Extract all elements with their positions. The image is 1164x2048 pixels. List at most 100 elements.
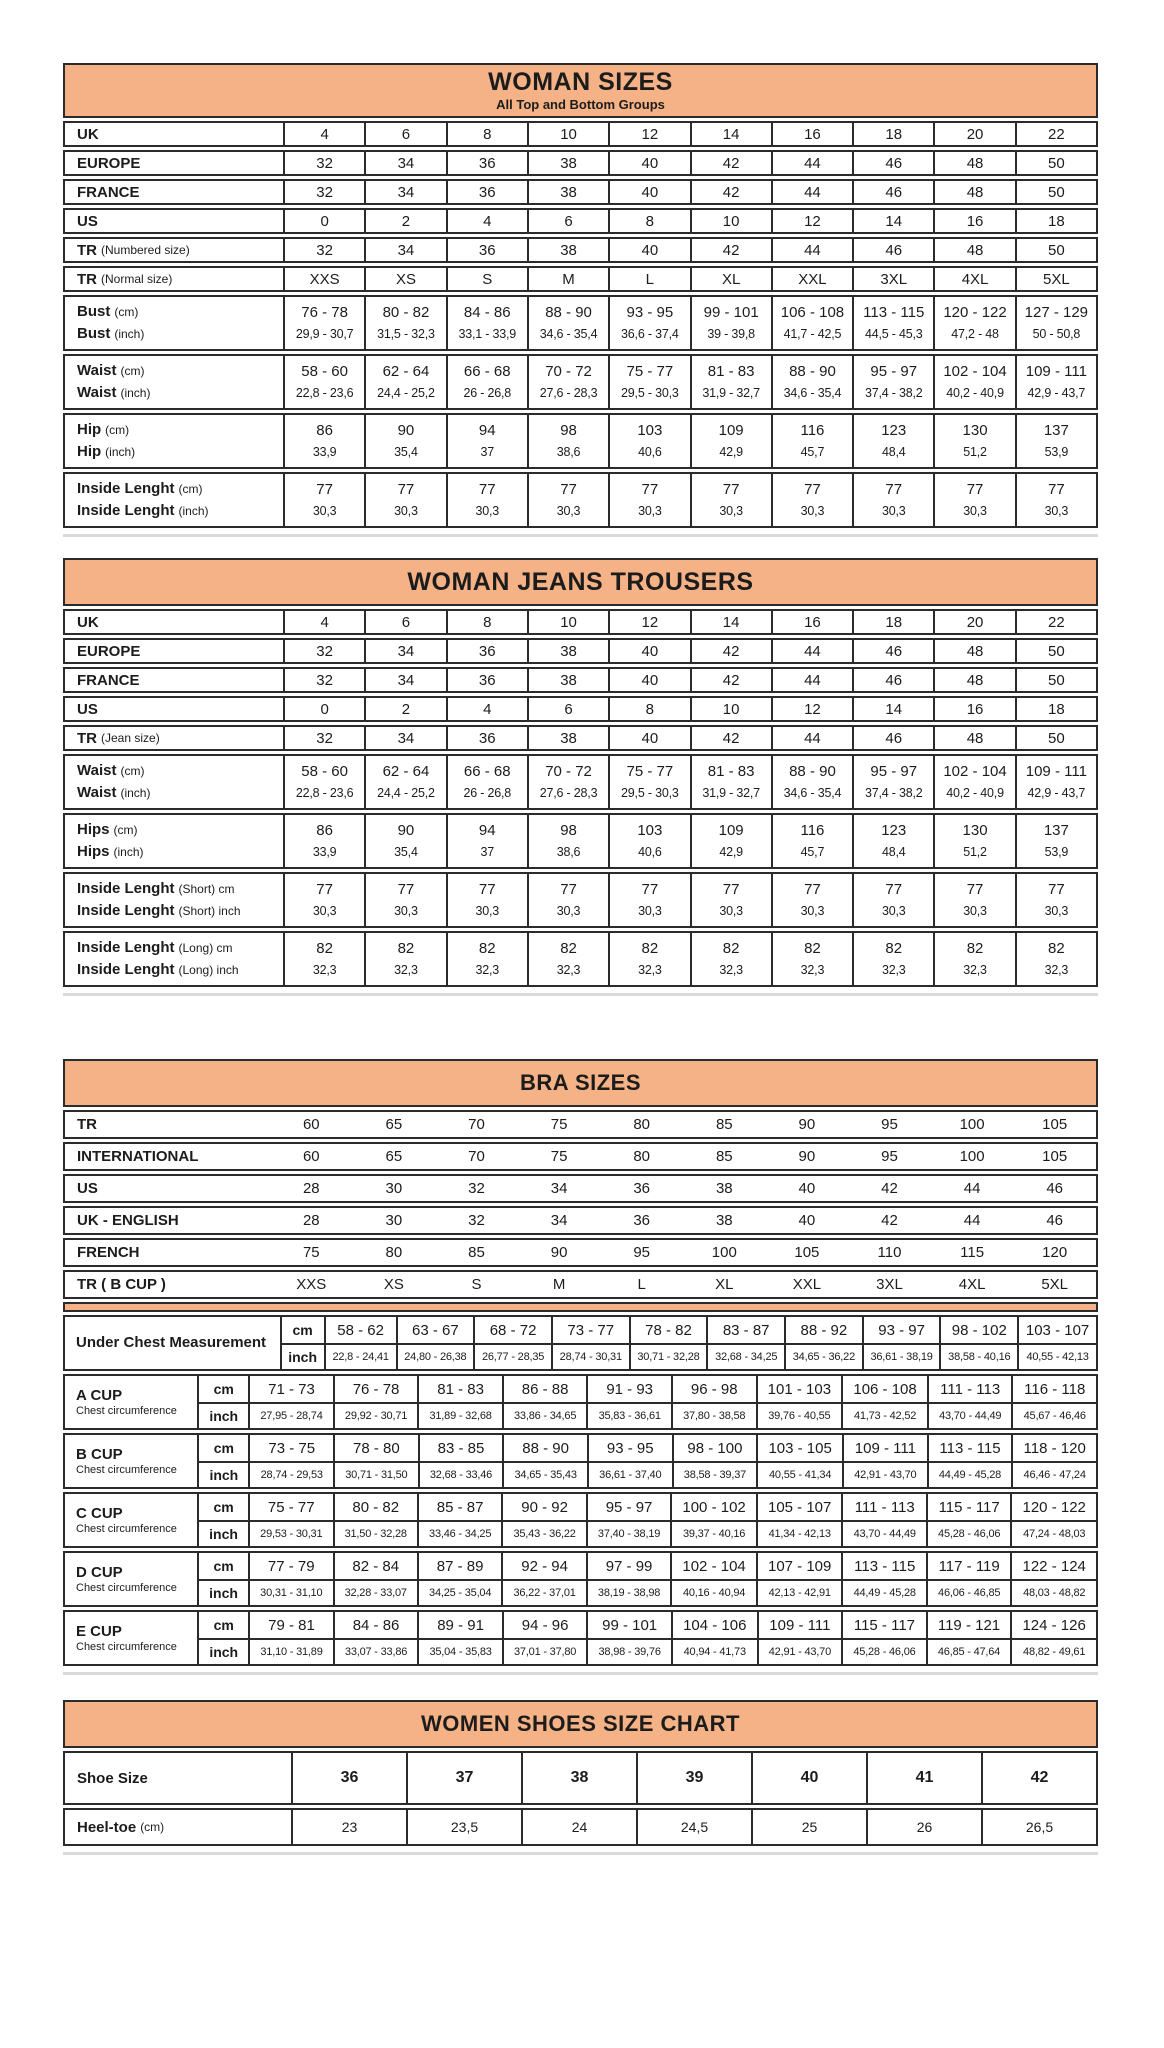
size-value: 10: [560, 125, 577, 143]
size-value: 34: [397, 241, 415, 259]
size-value-cm: 82: [641, 939, 659, 957]
unit-label: cm: [213, 1440, 234, 1456]
row-label-suffix: (Numbered size): [101, 243, 190, 257]
size-cell-pair: 82 32,3: [689, 933, 771, 985]
size-cell: 90: [518, 1240, 601, 1265]
cup-value-inch: 43,70 - 44,49: [853, 1528, 916, 1540]
size-value: 36: [340, 1769, 359, 1786]
cup-value-cm: 93 - 95: [606, 1439, 654, 1457]
cup-value-inch: 32,68 - 34,25: [715, 1351, 778, 1363]
size-cell: 42: [689, 152, 771, 174]
row-label: FRENCH: [65, 1240, 270, 1265]
size-value: 42: [722, 183, 740, 201]
size-value: 10: [722, 212, 740, 230]
cup-cell-inch: 36,61 - 37,40: [586, 1461, 672, 1487]
cup-label-text: C CUP: [76, 1504, 123, 1522]
size-cell: 2: [364, 698, 445, 720]
size-value-inch: 48,4: [881, 445, 906, 460]
size-value-cm: 70 - 72: [545, 362, 592, 380]
cup-cell-cm: 88 - 90: [502, 1435, 587, 1461]
size-value-inch: 34,6 - 35,4: [783, 786, 842, 801]
size-cell-pair: 66 - 68 26 - 26,8: [445, 756, 527, 808]
size-cell: 38: [526, 239, 608, 261]
cup-cell-cm: 73 - 77: [550, 1317, 629, 1343]
size-cell: 50: [1014, 640, 1096, 662]
size-value: 32: [316, 241, 333, 259]
size-value: 44: [804, 183, 821, 201]
size-cell-pair: 75 - 77 29,5 - 30,3: [608, 356, 689, 408]
row-label-suffix: (inch): [113, 845, 144, 859]
size-value-inch: 37: [480, 445, 494, 460]
size-value-cm: 77: [885, 880, 903, 898]
size-value-inch: 30,3: [963, 904, 987, 919]
size-cell-pair: 106 - 108 41,7 - 42,5: [770, 297, 852, 349]
size-value-cm: 75 - 77: [626, 762, 674, 780]
row-label-text: UK - ENGLISH: [77, 1212, 179, 1229]
size-value-inch: 37,4 - 38,2: [864, 786, 923, 801]
size-cell: 32: [283, 727, 364, 749]
cup-value-cm: 93 - 97: [878, 1321, 925, 1339]
cup-value-inch: 28,74 - 29,53: [260, 1469, 323, 1481]
size-cell: 32: [283, 640, 364, 662]
cup-cell-inch: 35,04 - 35,83: [417, 1638, 502, 1664]
size-cell-pair: 103 40,6: [608, 815, 689, 867]
size-value-cm: 130: [962, 421, 988, 439]
cup-label-text: B CUP: [76, 1445, 123, 1463]
size-cell: 100: [931, 1112, 1014, 1137]
size-cell-pair: 123 48,4: [852, 415, 933, 467]
size-cell: 32: [435, 1176, 518, 1201]
row-label: EUROPE: [65, 152, 283, 174]
size-value: 38: [715, 1180, 733, 1197]
size-value-cm: 88 - 90: [545, 303, 592, 321]
size-value: 50: [1048, 671, 1065, 689]
row-label-text: UK: [77, 125, 99, 143]
size-value-inch: 32,3: [394, 963, 418, 978]
row-label-suffix: (inch): [114, 327, 145, 341]
size-value: 46: [885, 642, 903, 660]
cup-value-cm: 113 - 115: [854, 1557, 916, 1575]
table-row-pair: Hips (cm) Hips (inch) 86 33,9 90 35,4 94 37 98 38,6…: [63, 813, 1098, 869]
size-value-cm: 77: [804, 880, 821, 898]
size-value-inch: 32,3: [719, 963, 743, 978]
size-value: 3XL: [876, 1276, 903, 1293]
cup-cell-cm: 96 - 98: [670, 1376, 756, 1402]
size-cell: L: [600, 1272, 683, 1297]
table-row-pair: Waist (cm) Waist (inch) 58 - 60 22,8 - 23,6 62…: [63, 754, 1098, 810]
size-cell: M: [526, 268, 608, 290]
size-cell-pair: 77 30,3: [364, 874, 445, 926]
size-value-cm: 58 - 60: [301, 762, 348, 780]
size-cell: 40: [608, 239, 689, 261]
row-label-suffix: (cm): [178, 482, 203, 496]
size-value-cm: 123: [881, 821, 907, 839]
row-label-text: Waist: [77, 362, 117, 379]
cup-value-inch: 38,58 - 39,37: [683, 1469, 747, 1481]
size-cell: 85: [683, 1144, 766, 1169]
cup-cell-cm: 78 - 80: [333, 1435, 418, 1461]
row-label: Inside Lenght (cm) Inside Lenght (inch): [65, 474, 283, 526]
size-cell: 20: [933, 123, 1014, 145]
cup-value-cm: 111 - 113: [940, 1380, 1001, 1398]
cup-label-text: D CUP: [76, 1563, 123, 1581]
size-value: 50: [1048, 642, 1065, 660]
size-value: 39: [685, 1769, 704, 1786]
size-value-inch: 24,4 - 25,2: [377, 386, 435, 401]
table-row: TR (Normal size) XXS XS S M L XL XXL 3XL 4XL 5XL: [63, 266, 1098, 292]
row-label-suffix: (Short) inch: [178, 904, 241, 918]
size-value-inch: 35,4: [394, 845, 418, 860]
size-cell: 3XL: [852, 268, 933, 290]
size-value: 46: [1046, 1180, 1064, 1197]
size-value: 10: [722, 700, 740, 718]
cup-cell-cm: 98 - 100: [671, 1435, 757, 1461]
unit-label: cm: [213, 1499, 234, 1515]
size-cell: 36: [600, 1176, 683, 1201]
cup-value-inch: 30,71 - 31,50: [345, 1469, 408, 1481]
size-cell: 4: [445, 210, 527, 232]
size-value: 34: [397, 729, 415, 747]
size-cell: 44: [770, 239, 852, 261]
row-label-suffix: (inch): [120, 786, 151, 800]
size-cell: 50: [1014, 727, 1096, 749]
size-cell: XXL: [770, 268, 852, 290]
cup-value-inch: 47,24 - 48,03: [1023, 1528, 1086, 1540]
size-value: 44: [963, 1212, 981, 1229]
size-value-inch: 31,9 - 32,7: [702, 786, 760, 801]
